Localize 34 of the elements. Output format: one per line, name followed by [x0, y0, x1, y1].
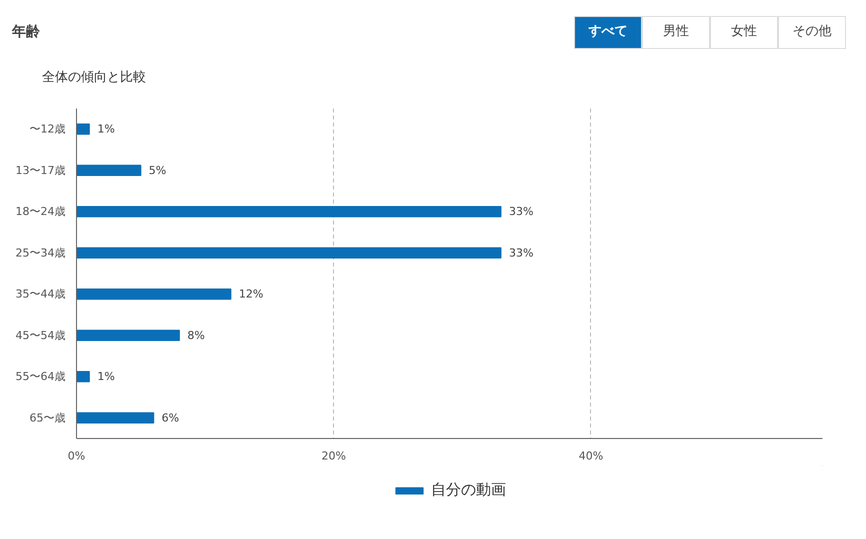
bar — [76, 288, 232, 300]
text: 男性 — [642, 16, 710, 49]
y-tick-label: 35〜44歳 — [16, 288, 66, 301]
data-label: 33% — [508, 205, 534, 218]
data-label: 12% — [238, 288, 264, 301]
x-tick-label: 20% — [322, 450, 346, 462]
text: 女性 — [710, 16, 778, 49]
data-label: 6% — [162, 411, 180, 424]
y-tick-label: 65〜歳 — [30, 411, 66, 424]
x-tick-label: 40% — [578, 450, 604, 462]
y-tick-label: 55〜64歳 — [16, 370, 66, 384]
y-tick-label: 18〜24歳 — [16, 205, 66, 218]
y-tick-label: 13〜17歳 — [16, 164, 66, 177]
bar — [76, 370, 90, 382]
text: 全体の傾向と比較 — [42, 68, 147, 87]
chart-title: 年齢 — [12, 23, 40, 42]
bar — [76, 123, 90, 135]
bar — [76, 206, 502, 218]
y-tick-label: 45〜54歳 — [16, 328, 66, 342]
y-tick-label: 25〜34歳 — [16, 246, 66, 260]
data-label: 1% — [97, 122, 115, 136]
y-tick-label: 〜12歳 — [30, 122, 66, 136]
bar — [76, 330, 180, 342]
data-label: 5% — [148, 164, 166, 177]
data-label: 8% — [187, 328, 205, 342]
legend-label: 自分の動画 — [431, 480, 506, 500]
bar — [76, 412, 154, 424]
x-tick-label: 0% — [68, 450, 86, 462]
bar — [76, 164, 142, 176]
text: すべて — [574, 16, 642, 49]
data-label: 1% — [97, 370, 115, 384]
text: その他 — [778, 16, 846, 49]
data-label: 33% — [508, 246, 534, 260]
bar — [76, 247, 502, 259]
